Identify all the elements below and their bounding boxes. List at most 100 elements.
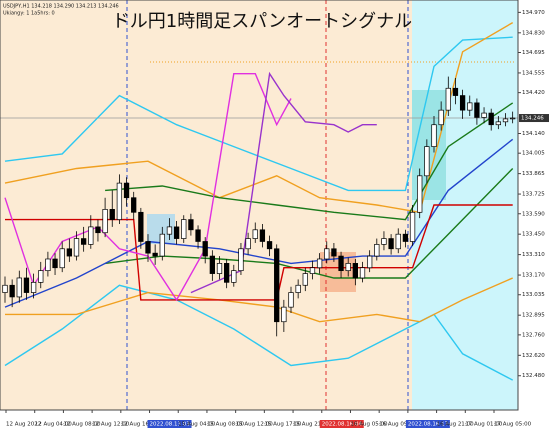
indicator-line bbox=[5, 277, 513, 323]
candle-body bbox=[495, 121, 501, 126]
candle-body bbox=[116, 182, 123, 220]
y-tick-label: 133.310 bbox=[522, 252, 545, 258]
x-label-box bbox=[405, 420, 450, 428]
x-tick-label: 2022.08.16 17:00 bbox=[408, 422, 458, 428]
candle-body bbox=[2, 284, 8, 293]
candle-body bbox=[202, 241, 208, 257]
y-tick-label: 133.865 bbox=[522, 171, 545, 177]
candle-body bbox=[30, 281, 37, 293]
candle-body bbox=[352, 263, 358, 279]
indicator-line bbox=[4, 21, 514, 214]
candle-body bbox=[359, 267, 366, 279]
indicator-line bbox=[105, 102, 514, 221]
candle-body bbox=[209, 255, 216, 274]
y-tick-label: 132.760 bbox=[522, 332, 545, 338]
candle-body bbox=[80, 238, 87, 245]
x-tick-label: 12 Aug 08:00 bbox=[63, 422, 101, 428]
y-tick-label: 132.480 bbox=[522, 373, 545, 379]
candle-body bbox=[52, 258, 58, 269]
candle-body bbox=[88, 226, 94, 245]
candle-body bbox=[274, 248, 280, 323]
candle-body bbox=[481, 112, 487, 118]
candle-body bbox=[181, 219, 187, 239]
candle-body bbox=[424, 146, 430, 177]
candle-body bbox=[138, 211, 144, 242]
y-tick-label: 133.590 bbox=[522, 211, 545, 217]
y-tick-label: 133.450 bbox=[522, 232, 545, 238]
candle-body bbox=[159, 233, 165, 257]
x-tick-label: 15 Aug 04:00 bbox=[178, 422, 216, 428]
current-price-label: 134.246 bbox=[521, 116, 544, 122]
candle-body bbox=[488, 112, 494, 126]
x-tick-label: 15 Aug 08:00 bbox=[207, 422, 245, 428]
y-tick-label: 132.620 bbox=[522, 353, 545, 359]
candle-body bbox=[166, 226, 173, 235]
candle-body bbox=[338, 255, 344, 272]
candle-body bbox=[467, 102, 473, 111]
y-tick-label: 133.035 bbox=[522, 292, 545, 298]
candle-body bbox=[288, 292, 294, 308]
candle-body bbox=[395, 233, 401, 250]
candle-body bbox=[16, 277, 22, 298]
candle-body bbox=[152, 252, 158, 257]
x-tick-label: 17 Aug 05:00 bbox=[494, 422, 532, 428]
candle-body bbox=[45, 258, 51, 272]
candle-body bbox=[231, 270, 237, 283]
candle-body bbox=[252, 229, 258, 239]
y-tick-label: 134.005 bbox=[522, 151, 545, 157]
x-label-box bbox=[147, 420, 192, 428]
candle-body bbox=[331, 248, 337, 257]
x-tick-label: 15 Aug 12:00 bbox=[236, 422, 274, 428]
x-label-box bbox=[319, 420, 364, 428]
candle-layer bbox=[2, 76, 516, 337]
candle-body bbox=[345, 263, 351, 272]
y-tick-label: 134.830 bbox=[522, 30, 545, 36]
y-tick-label: 134.420 bbox=[522, 90, 545, 96]
candle-body bbox=[23, 277, 30, 293]
candle-body bbox=[367, 255, 373, 269]
candle-body bbox=[402, 233, 409, 242]
candle-body bbox=[316, 258, 323, 269]
candle-body bbox=[245, 238, 251, 250]
candle-body bbox=[502, 118, 509, 123]
x-tick-label: 15 Aug 17:00 bbox=[264, 422, 302, 428]
x-tick-label: 2022.08.13 03:00 bbox=[150, 422, 200, 428]
candle-body bbox=[188, 219, 194, 231]
x-tick-label: 16 Aug 09:00 bbox=[379, 422, 417, 428]
y-tick-label: 132.895 bbox=[522, 313, 545, 319]
candle-body bbox=[259, 229, 266, 242]
candle-body bbox=[459, 95, 466, 111]
candle-body bbox=[381, 238, 387, 245]
candle-body bbox=[374, 244, 380, 257]
y-tick-label: 134.140 bbox=[522, 131, 545, 137]
candle-body bbox=[95, 226, 101, 234]
x-tick-label: 16 Aug 05:00 bbox=[350, 422, 388, 428]
indicator-line bbox=[5, 204, 513, 301]
candle-body bbox=[123, 182, 130, 199]
candle-body bbox=[324, 248, 330, 260]
x-tick-label: 16 Aug 21:00 bbox=[437, 422, 475, 428]
candle-body bbox=[173, 226, 180, 239]
candle-body bbox=[238, 248, 244, 272]
current-price-box bbox=[519, 114, 549, 123]
candle-body bbox=[295, 284, 301, 293]
candle-body bbox=[102, 209, 108, 234]
candle-body bbox=[66, 248, 73, 257]
chart-title: ドル円1時間足スパンオートシグナル bbox=[112, 11, 412, 32]
candle-body bbox=[309, 267, 316, 274]
candle-body bbox=[266, 241, 273, 250]
candle-body bbox=[73, 238, 80, 257]
y-tick-label: 133.170 bbox=[522, 273, 545, 279]
candle-body bbox=[445, 87, 451, 111]
candle-body bbox=[109, 209, 115, 220]
plot-frame bbox=[0, 0, 519, 411]
indicator-line bbox=[4, 284, 514, 381]
x-tick-label: 2022.08.16 04:00 bbox=[322, 422, 372, 428]
candle-body bbox=[438, 109, 444, 126]
candle-body bbox=[216, 263, 223, 274]
candle-body bbox=[417, 175, 423, 213]
indicator-layer bbox=[4, 21, 514, 381]
candle-body bbox=[38, 270, 44, 283]
x-tick-label: 12 Aug 16:00 bbox=[121, 422, 159, 428]
